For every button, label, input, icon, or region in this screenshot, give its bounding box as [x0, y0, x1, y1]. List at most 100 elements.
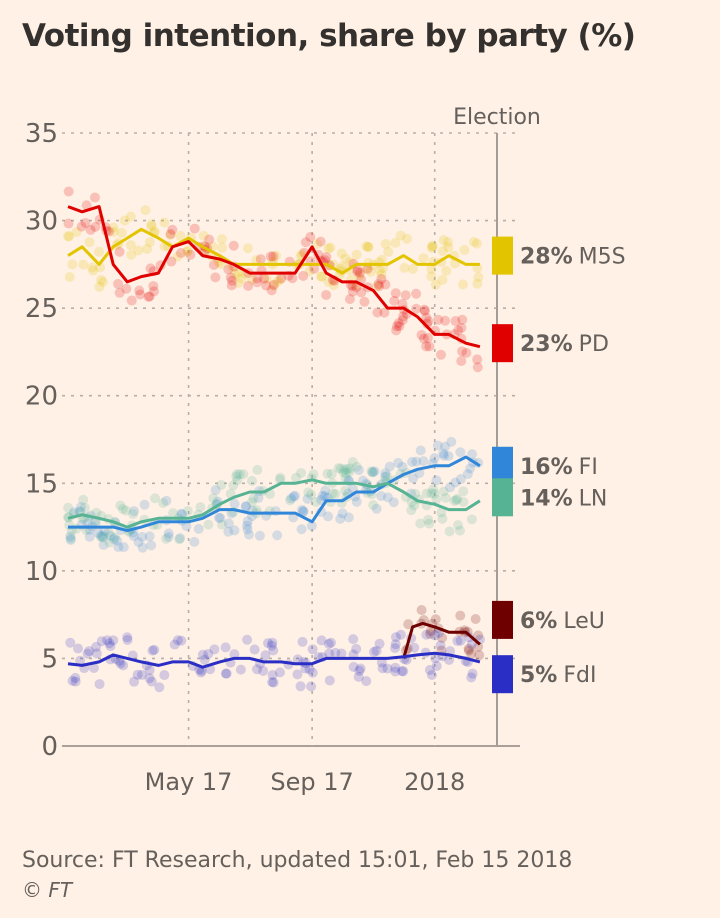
poll-dot [98, 539, 109, 550]
poll-dot [351, 249, 362, 260]
poll-dot [76, 221, 87, 232]
series-line-leu [402, 621, 481, 659]
poll-dot [252, 464, 263, 475]
poll-dot [145, 263, 156, 274]
poll-dot [374, 638, 385, 649]
poll-dot [63, 231, 74, 242]
poll-dot [297, 636, 308, 647]
poll-dot [418, 253, 429, 264]
poll-dot [362, 264, 373, 275]
poll-dot [376, 269, 387, 280]
poll-dot [409, 500, 420, 511]
poll-dot [148, 281, 159, 292]
poll-dot [189, 536, 200, 547]
poll-dot [306, 489, 317, 500]
poll-dot [411, 303, 422, 314]
poll-dot [384, 461, 395, 472]
poll-dot [466, 648, 477, 659]
poll-dot [445, 482, 456, 493]
poll-dot [457, 346, 468, 357]
poll-dot [426, 271, 437, 282]
poll-dot [459, 244, 470, 255]
poll-dot [458, 496, 469, 507]
poll-dot [466, 514, 477, 525]
poll-dot [335, 513, 346, 524]
poll-dot [154, 682, 165, 693]
poll-dot [104, 537, 115, 548]
poll-dot [113, 278, 124, 289]
poll-dot [380, 279, 391, 290]
poll-dot [435, 640, 446, 651]
poll-dot [450, 477, 461, 488]
poll-dot [240, 501, 251, 512]
poll-dot [185, 249, 196, 260]
poll-dot [258, 665, 269, 676]
grid-layer [62, 132, 520, 747]
poll-dot [144, 291, 155, 302]
series-line-ln [67, 478, 481, 529]
poll-dot [253, 492, 264, 503]
poll-dot [298, 506, 309, 517]
poll-dot [136, 669, 147, 680]
poll-dot [336, 648, 347, 659]
poll-dot [267, 670, 278, 681]
legend-swatch-pd [492, 324, 513, 363]
poll-dot [457, 279, 468, 290]
poll-dot [398, 666, 409, 677]
poll-dot [421, 488, 432, 499]
poll-dot [300, 237, 311, 248]
legend-swatch-m5s [492, 236, 513, 275]
poll-dot [472, 354, 483, 365]
poll-dot [376, 274, 387, 285]
poll-dot [296, 504, 307, 515]
poll-dot [242, 516, 253, 527]
poll-dot [118, 542, 129, 553]
poll-dot [353, 671, 364, 682]
poll-dot [441, 265, 452, 276]
poll-dot [108, 226, 119, 237]
poll-dot [232, 475, 243, 486]
poll-dot [146, 221, 157, 232]
poll-dot [143, 291, 154, 302]
poll-dot [103, 527, 114, 538]
poll-dot [319, 491, 330, 502]
poll-dot [80, 217, 91, 228]
poll-dot [207, 241, 218, 252]
poll-dot [443, 451, 454, 462]
poll-dot [176, 508, 187, 519]
poll-dot [175, 533, 186, 544]
poll-dot [432, 440, 443, 451]
poll-dot [158, 497, 169, 508]
poll-dot [371, 645, 382, 656]
poll-dot [437, 513, 448, 524]
poll-dot [267, 677, 278, 688]
poll-dot [430, 279, 441, 290]
end-label-party: M5S [579, 245, 626, 270]
poll-dot [104, 638, 115, 649]
poll-dot [470, 614, 481, 625]
poll-dot [406, 505, 417, 516]
poll-dot [216, 479, 227, 490]
poll-dot [446, 436, 457, 447]
poll-dot [95, 531, 106, 542]
poll-dot [126, 249, 137, 260]
poll-dot [466, 672, 477, 683]
poll-dot [63, 186, 74, 197]
poll-dot [424, 341, 435, 352]
poll-dot [408, 473, 419, 484]
poll-dot [150, 493, 161, 504]
poll-dot [426, 488, 437, 499]
poll-dot [182, 247, 193, 258]
poll-dot [161, 533, 172, 544]
poll-dot [389, 295, 400, 306]
poll-dot [311, 496, 322, 507]
poll-dot [419, 306, 430, 317]
poll-dot [394, 321, 405, 332]
poll-dot [144, 237, 155, 248]
poll-dot [438, 450, 449, 461]
poll-dot [168, 508, 179, 519]
end-label-value: 28% [520, 245, 573, 270]
poll-dot [348, 661, 359, 672]
poll-dot [330, 647, 341, 658]
